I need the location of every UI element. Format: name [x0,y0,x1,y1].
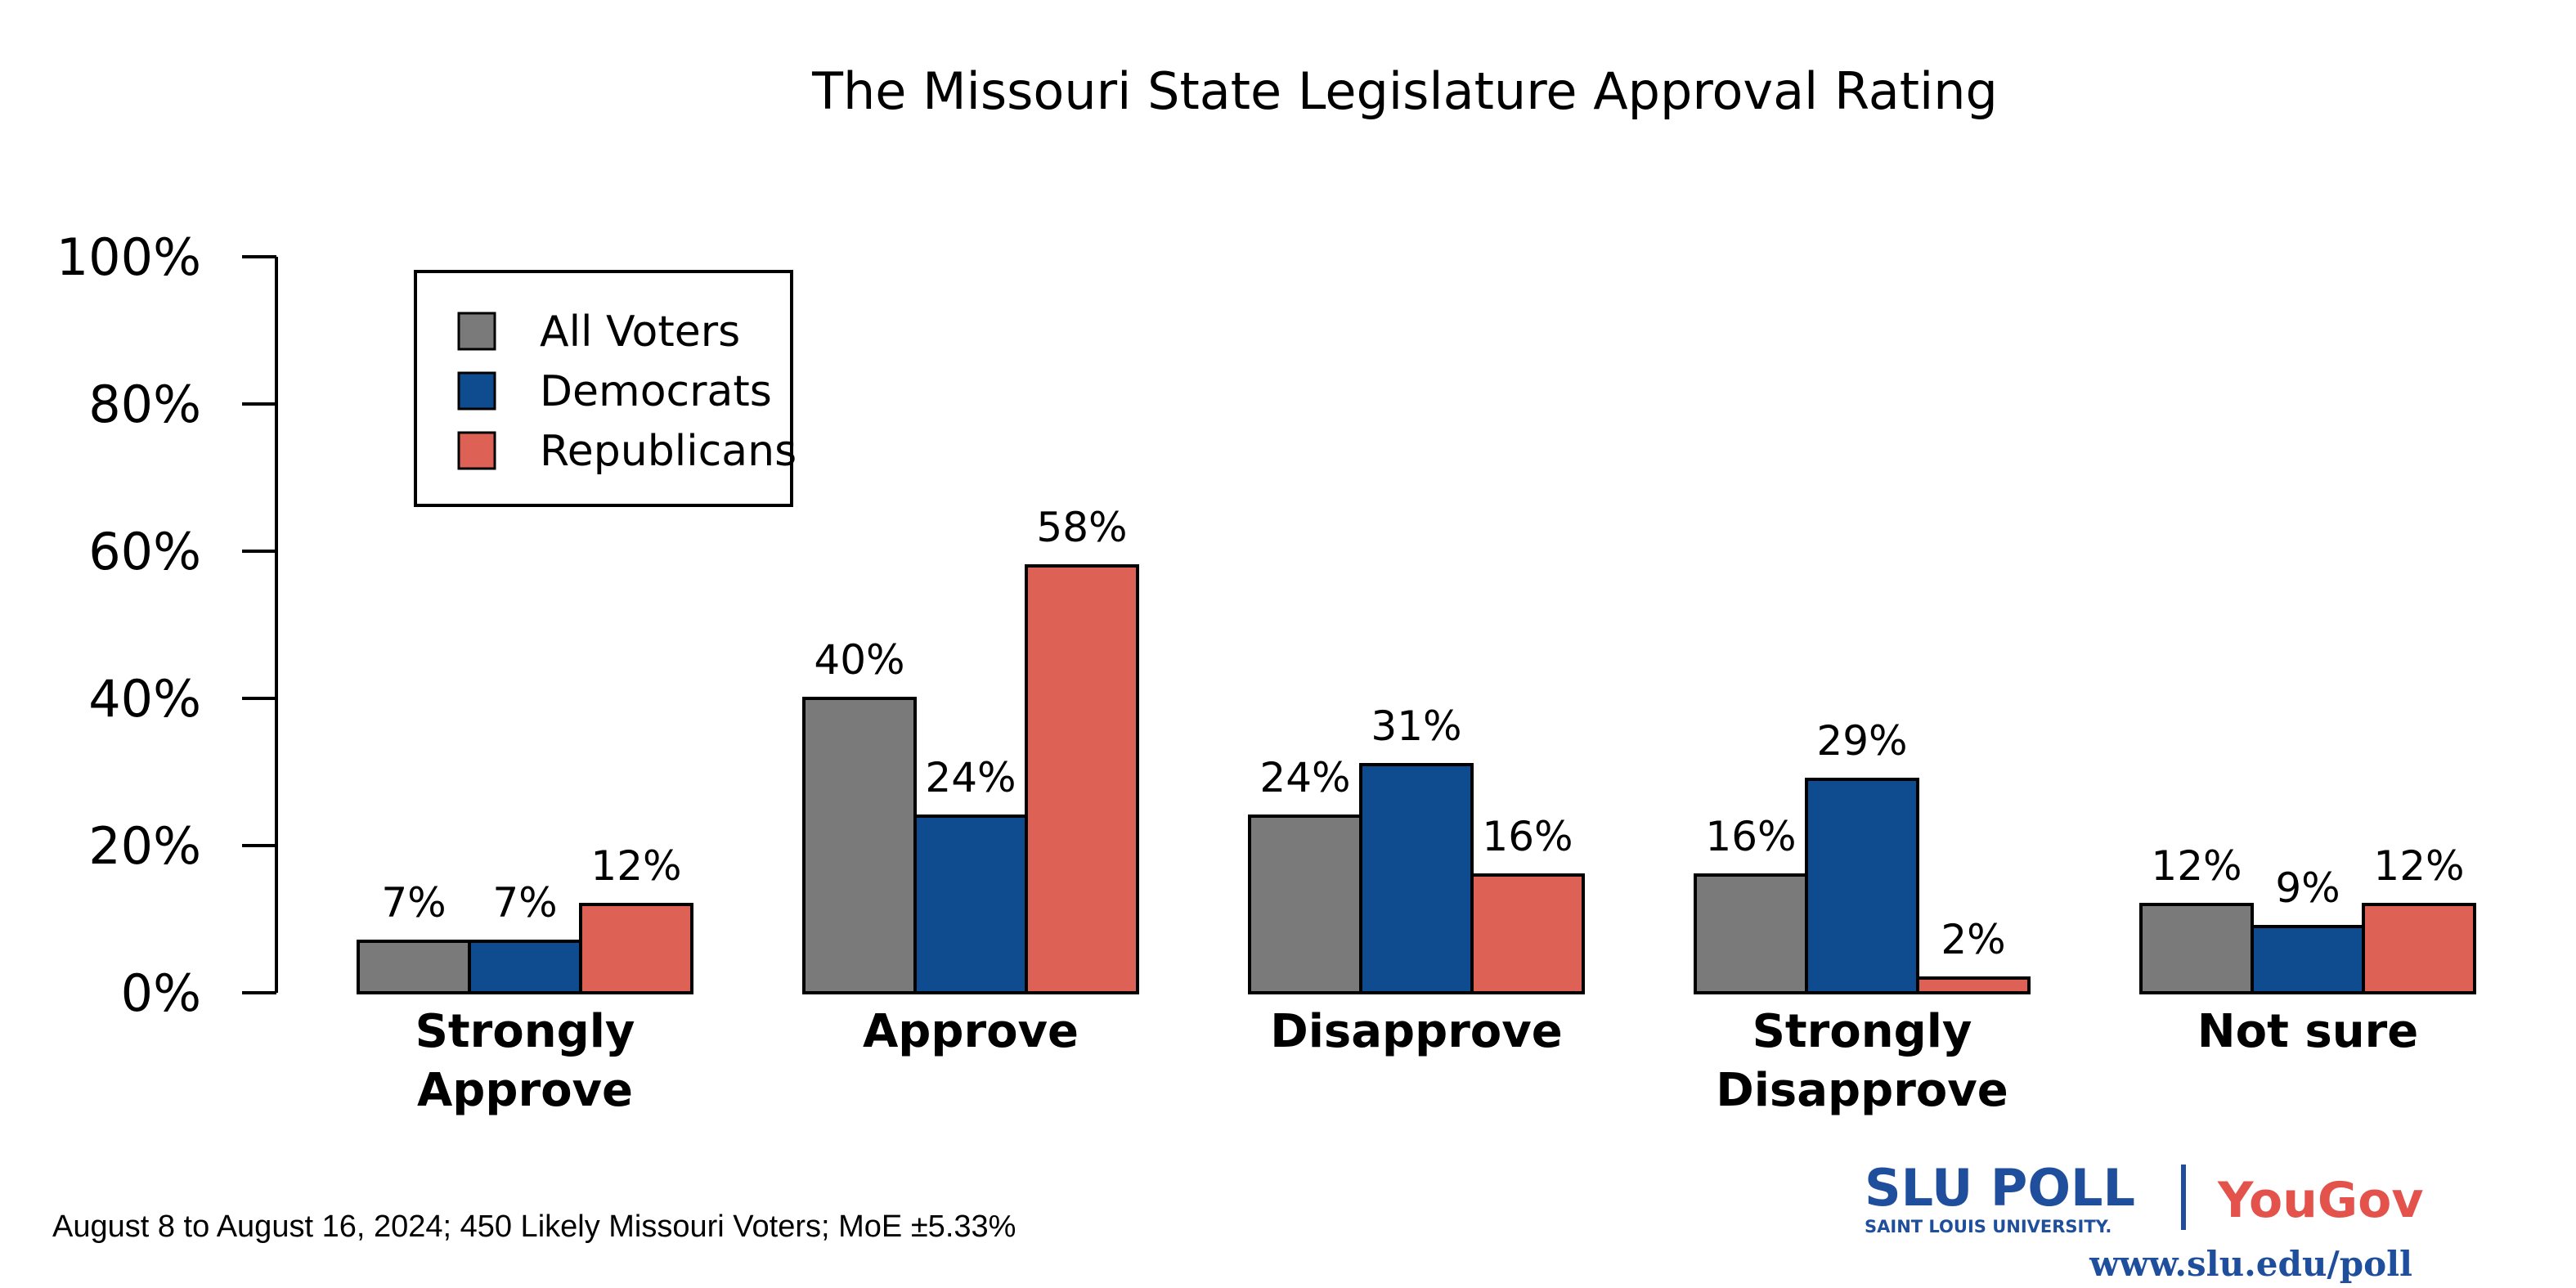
category-label: Approve [863,1005,1079,1058]
category-labels: Strongly Approve Approve Disapprove Strongly… [415,1005,2419,1117]
y-tick-label: 80% [88,375,201,434]
bar-republicans [1025,564,1139,994]
slu-poll-logo: SLU POLL [1865,1158,2135,1218]
bar-value-label: 16% [1705,813,1796,860]
yougov-logo: YouGov [2217,1172,2423,1229]
bar-republicans [1916,976,2031,994]
bar-value-label: 12% [2151,842,2242,890]
bar-value-label: 7% [492,879,557,927]
bar-republicans [1470,873,1585,994]
category-label: Disapprove [1270,1005,1563,1058]
legend: All Voters Democrats Republicans [414,270,797,507]
bar-value-label: 12% [590,842,681,890]
y-tick-label: 60% [88,522,201,581]
legend-swatch [457,312,496,351]
bar-value-label: 31% [1371,702,1461,750]
bar-value-label: 24% [1259,754,1350,801]
bar-value-label: 7% [381,879,446,927]
bar-democrats [1805,778,1919,994]
bar-value-label: 24% [925,754,1016,801]
bar-all-voters [1248,815,1362,994]
bar-value-label: 9% [2275,864,2340,912]
bar-value-label: 2% [1941,916,2005,963]
category-label: Disapprove [1716,1064,2008,1117]
bar-democrats [1359,763,1474,994]
legend-swatch [457,431,496,470]
bar-republicans [579,903,693,994]
y-tick-label: 20% [88,816,201,876]
bar-all-voters [802,697,917,994]
bar-all-voters [2139,903,2254,994]
bar-value-label: 29% [1816,717,1907,765]
legend-label: All Voters [540,307,740,357]
y-tick-label: 100% [56,227,201,287]
y-tick-label: 40% [88,669,201,729]
category-label: Not sure [2197,1005,2418,1058]
y-tick-label: 0% [121,963,201,1023]
y-axis: 0% 20% 40% 60% 80% 100% [56,227,278,1023]
bar-republicans [2362,903,2476,994]
bar-value-label: 12% [2373,842,2464,890]
branding: SLU POLL SAINT LOUIS UNIVERSITY. YouGov … [1865,1158,2423,1284]
bars: 7% 40% 24% 16% 12% 7% 24% 31% 29% 9% 12% 58% 16% 2% 12… [357,504,2476,994]
bar-value-label: 58% [1036,504,1127,551]
category-label: Strongly [415,1005,635,1058]
bar-democrats [468,940,582,994]
category-label: Strongly [1752,1005,1972,1058]
bar-value-label: 16% [1482,813,1573,860]
bar-democrats [913,815,1028,994]
legend-label: Democrats [540,367,772,416]
footnote: August 8 to August 16, 2024; 450 Likely … [52,1209,1016,1244]
chart-title: The Missouri State Legislature Approval … [811,61,1998,121]
legend-swatch [457,371,496,411]
legend-label: Republicans [540,427,797,476]
poll-url: www.slu.edu/poll [2089,1244,2412,1284]
bar-value-label: 40% [814,636,904,684]
bar-democrats [2251,925,2365,994]
bar-all-voters [357,940,471,994]
bar-all-voters [1694,873,1808,994]
category-label: Approve [417,1064,633,1117]
slu-university-text: SAINT LOUIS UNIVERSITY. [1865,1217,2112,1236]
